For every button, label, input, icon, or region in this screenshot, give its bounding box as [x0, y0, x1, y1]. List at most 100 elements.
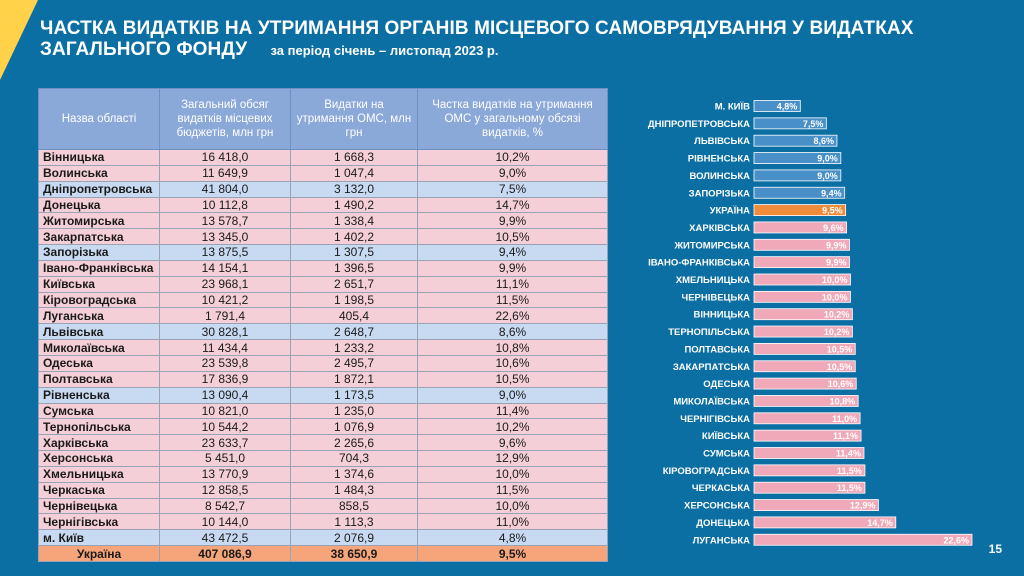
cell-oms: 2 265,6 [290, 434, 418, 452]
category-label: КІРОВОГРАДСЬКА [663, 466, 750, 477]
table-row: Київська 23 968,1 2 651,7 11,1% [38, 275, 608, 293]
header-region: Назва області [38, 88, 160, 150]
category-label: ЗАКАРПАТСЬКА [673, 362, 750, 373]
table-row: Житомирська 13 578,7 1 338,4 9,9% [38, 212, 608, 230]
bar [753, 377, 857, 390]
cell-total: 13 875,5 [159, 244, 291, 261]
cell-region: Чернівецька [38, 497, 160, 515]
table-row: Харківська 23 633,7 2 265,6 9,6% [38, 434, 608, 452]
table-row: Вінницька 16 418,0 1 668,3 10,2% [38, 149, 608, 166]
cell-oms: 1 235,0 [290, 402, 418, 420]
header-oms: Видатки на утримання ОМС, млн грн [290, 88, 418, 150]
category-label: ЛУГАНСЬКА [693, 535, 751, 546]
value-label: 11,1% [833, 431, 858, 441]
cell-share: 11,4% [417, 402, 608, 420]
cell-total: 14 154,1 [159, 259, 291, 277]
cell-region: Вінницька [38, 149, 160, 166]
category-label: ХЕРСОНСЬКА [684, 501, 750, 512]
value-label: 9,9% [826, 240, 847, 250]
corner-accent [0, 0, 38, 80]
cell-total: 5 451,0 [159, 450, 291, 467]
cell-oms: 1 402,2 [290, 228, 418, 246]
cell-total: 10 144,0 [159, 513, 291, 531]
bar [753, 186, 846, 199]
cell-oms: 1 668,3 [290, 149, 418, 166]
table-row: Івано-Франківська 14 154,1 1 396,5 9,9% [38, 259, 608, 277]
cell-total: 10 821,0 [159, 402, 291, 420]
bar [753, 342, 856, 355]
bar [753, 169, 842, 182]
table-row: Херсонська 5 451,0 704,3 12,9% [38, 450, 608, 467]
value-label: 9,4% [821, 188, 842, 198]
cell-total: 10 112,8 [159, 196, 291, 214]
cell-oms: 1 374,6 [290, 465, 418, 483]
cell-share: 9,5% [417, 545, 608, 562]
cell-total: 11 434,4 [159, 339, 291, 356]
bar [753, 464, 866, 477]
value-label: 14,7% [867, 518, 893, 528]
cell-total: 13 578,7 [159, 212, 291, 230]
category-label: ХАРКІВСЬКА [689, 223, 750, 234]
bar [753, 100, 801, 112]
category-label: ОДЕСЬКА [703, 379, 750, 390]
cell-oms: 1 490,2 [290, 196, 418, 214]
bar [753, 256, 850, 269]
cell-share: 9,6% [417, 434, 608, 452]
cell-oms: 1 233,2 [290, 339, 418, 356]
cell-region: Київська [38, 275, 160, 293]
cell-oms: 2 648,7 [290, 323, 418, 341]
cell-share: 9,9% [417, 259, 608, 277]
bar [753, 204, 847, 216]
cell-total: 23 633,7 [159, 434, 291, 452]
value-label: 10,0% [822, 292, 848, 302]
value-label: 9,9% [826, 258, 847, 268]
table-header-row: Назва області Загальний обсяг видатків м… [38, 88, 608, 150]
cell-oms: 38 650,9 [290, 545, 418, 562]
bar [753, 134, 838, 147]
cell-region: Одеська [38, 354, 160, 372]
category-label: ЖИТОМИРСЬКА [673, 240, 750, 251]
cell-total: 16 418,0 [159, 149, 291, 166]
cell-share: 10,8% [417, 339, 608, 356]
cell-share: 9,4% [417, 244, 608, 261]
cell-share: 10,0% [417, 497, 608, 515]
cell-share: 10,2% [417, 149, 608, 166]
bar [753, 533, 973, 546]
cell-region: Миколаївська [38, 339, 160, 356]
table-row: Рівненська 13 090,4 1 173,5 9,0% [38, 386, 608, 404]
table-row: Луганська 1 791,4 405,4 22,6% [38, 307, 608, 325]
cell-total: 1 791,4 [159, 307, 291, 325]
cell-region: Луганська [38, 307, 160, 325]
value-label: 9,6% [823, 223, 844, 233]
cell-region: Дніпропетровська [38, 180, 160, 198]
cell-share: 10,6% [417, 354, 608, 372]
cell-oms: 1 307,5 [290, 244, 418, 261]
bar [753, 447, 865, 459]
cell-total: 23 968,1 [159, 275, 291, 293]
value-label: 10,0% [822, 275, 848, 285]
cell-region: Хмельницька [38, 465, 160, 483]
cell-oms: 858,5 [290, 497, 418, 515]
bar [753, 152, 842, 164]
table-row: Закарпатська 13 345,0 1 402,2 10,5% [38, 228, 608, 246]
bar [753, 481, 866, 494]
cell-region: Рівненська [38, 386, 160, 404]
bar [753, 429, 862, 442]
cell-oms: 405,4 [290, 307, 418, 325]
bar [753, 412, 861, 425]
table-row: Одеська 23 539,8 2 495,7 10,6% [38, 354, 608, 372]
cell-share: 10,5% [417, 228, 608, 246]
category-label: ПОЛТАВСЬКА [684, 344, 750, 355]
bar [753, 395, 859, 407]
cell-region: Чернігівська [38, 513, 160, 531]
cell-share: 7,5% [417, 180, 608, 198]
value-label: 9,5% [822, 206, 843, 216]
cell-share: 22,6% [417, 307, 608, 325]
bar [753, 360, 856, 373]
cell-region: Україна [38, 545, 160, 562]
cell-share: 10,0% [417, 465, 608, 483]
cell-region: Херсонська [38, 450, 160, 467]
cell-share: 11,0% [417, 513, 608, 531]
cell-total: 10 421,2 [159, 291, 291, 309]
table-row: Україна 407 086,9 38 650,9 9,5% [38, 545, 608, 562]
